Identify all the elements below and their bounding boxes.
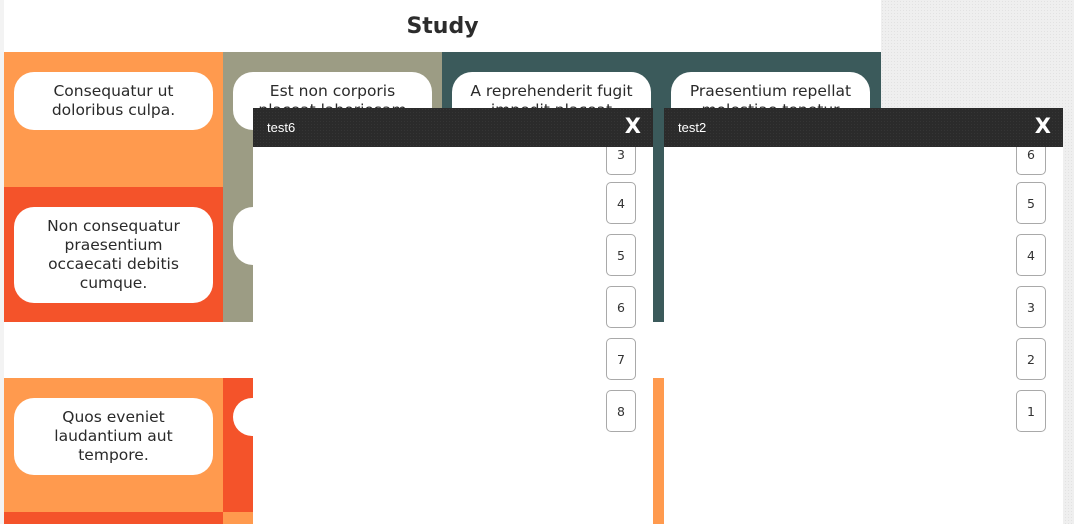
card-tile[interactable]: Quos eveniet laudantium aut tempore. [4, 378, 223, 524]
chat-message: 5 [1016, 182, 1046, 224]
card-text-line: laudantium aut [54, 427, 173, 445]
chat-title: test6 [267, 120, 296, 135]
card-text-line: Praesentium repellat [689, 82, 852, 100]
chat-message: 5 [606, 234, 636, 276]
card-text-line: occaecati debitis [48, 255, 179, 273]
card-text-line: A reprehenderit fugit [470, 82, 633, 100]
close-icon[interactable]: X [624, 114, 641, 138]
chat-header[interactable]: test2 X [664, 108, 1063, 147]
chat-message-list[interactable]: 3 4 5 6 7 8 [253, 147, 641, 524]
chat-message: 3 [606, 147, 636, 175]
chat-window: test6 X 3 4 5 6 7 8 [253, 108, 653, 524]
chat-message: 4 [606, 182, 636, 224]
chat-window: test2 X 6 5 4 3 2 1 [664, 108, 1063, 524]
card-text-line: Consequatur ut [53, 82, 174, 100]
chat-message: 1 [1016, 390, 1046, 432]
card-text-line: doloribus culpa. [51, 101, 176, 119]
card-tile[interactable] [4, 512, 223, 524]
card-text-line: cumque. [79, 274, 148, 292]
card-pill: Consequatur ut doloribus culpa. [14, 72, 213, 130]
chat-message: 6 [1016, 147, 1046, 175]
card-text-line: praesentium [64, 236, 163, 254]
card-pill: Non consequatur praesentium occaecati debi… [14, 207, 213, 303]
card-tile[interactable] [652, 378, 664, 524]
card-tile[interactable]: Non consequatur praesentium occaecati debi… [4, 187, 223, 322]
chat-title: test2 [678, 120, 707, 135]
card-text-line: Est non corporis [269, 82, 396, 100]
page-left-edge [0, 0, 4, 524]
chat-message: 3 [1016, 286, 1046, 328]
card-pill: Quos eveniet laudantium aut tempore. [14, 398, 213, 475]
card-text-line: Non consequatur [47, 217, 180, 235]
card-text-line: Quos eveniet [62, 408, 165, 426]
card-text-line: tempore. [78, 446, 149, 464]
chat-message: 7 [606, 338, 636, 380]
chat-message: 2 [1016, 338, 1046, 380]
chat-message-list[interactable]: 6 5 4 3 2 1 [664, 147, 1051, 524]
card-tile[interactable]: Consequatur ut doloribus culpa. [4, 52, 223, 187]
chat-message: 4 [1016, 234, 1046, 276]
page-title: Study [406, 13, 479, 39]
chat-message: 6 [606, 286, 636, 328]
close-icon[interactable]: X [1034, 114, 1051, 138]
chat-message: 8 [606, 390, 636, 432]
chat-header[interactable]: test6 X [253, 108, 653, 147]
